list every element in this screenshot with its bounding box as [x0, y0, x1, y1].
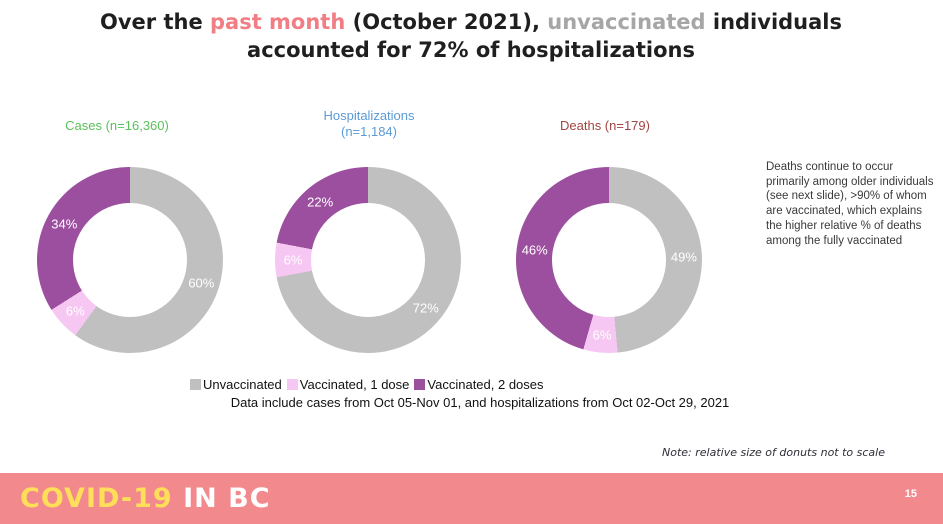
legend-swatch-unvaccinated [190, 379, 201, 390]
slice-label: 34% [51, 216, 78, 232]
legend-item-vaccinated-1dose: Vaccinated, 1 dose [286, 377, 410, 392]
slice-label: 22% [307, 194, 334, 210]
slice-label: 6% [65, 303, 85, 319]
donut-hole [552, 203, 666, 317]
page-number: 15 [904, 488, 917, 500]
donut-chart-hospitalizations: 72% 6% 22% [275, 167, 461, 353]
slice-label: 60% [188, 275, 215, 291]
footer-brand-inbc: IN BC [183, 482, 271, 514]
donut-chart-cases: 60% 6% 34% [37, 167, 223, 353]
footer-brand-covid: COVID-19 [20, 482, 173, 514]
title-text-4: accounted for 72% of hospitalizations [247, 38, 695, 63]
chart-title-cases: Cases (n=16,360) [65, 118, 169, 133]
title-text-1: Over the [100, 10, 210, 34]
legend-swatch-vaccinated-2doses [414, 379, 426, 390]
footer-brand-title: COVID-19 IN BC [20, 482, 271, 513]
legend-item-vaccinated-2doses: Vaccinated, 2 doses [414, 377, 544, 392]
footer-banner: COVID-19 IN BC 15 [0, 473, 943, 524]
title-highlight-unvaccinated: unvaccinated [547, 10, 706, 34]
slice-label: 49% [670, 249, 697, 264]
title-text-2: (October 2021), [345, 10, 548, 34]
slice-label: 72% [412, 300, 439, 316]
chart-legend: Unvaccinated Vaccinated, 1 dose Vaccinat… [190, 377, 549, 392]
donut-hole [73, 203, 187, 317]
chart-title-hospitalizations: Hospitalizations (n=1,184) [323, 108, 415, 140]
legend-item-unvaccinated: Unvaccinated [190, 377, 282, 392]
chart-title-deaths: Deaths (n=179) [560, 118, 650, 133]
slice-label: 46% [521, 242, 548, 258]
donut-scale-note: Note: relative size of donuts not to sca… [662, 446, 885, 459]
legend-label: Vaccinated, 2 doses [427, 377, 544, 392]
deaths-explanation-note: Deaths continue to occur primarily among… [766, 161, 934, 247]
footer-brand-region [173, 482, 183, 513]
slice-label: 6% [592, 327, 612, 343]
legend-swatch-vaccinated-1dose [286, 379, 298, 390]
donut-chart-deaths: 49% 6% 46% [516, 167, 702, 353]
slice-label: 6% [283, 252, 303, 268]
title-text-3: individuals [705, 10, 842, 34]
data-date-range-note: Data include cases from Oct 05-Nov 01, a… [230, 395, 730, 410]
title-highlight-past-month: past month [210, 10, 346, 34]
legend-label: Unvaccinated [203, 377, 282, 392]
donut-hole [311, 203, 425, 317]
slide-title: Over the past month (October 2021), unva… [61, 8, 881, 65]
legend-label: Vaccinated, 1 dose [299, 377, 410, 392]
